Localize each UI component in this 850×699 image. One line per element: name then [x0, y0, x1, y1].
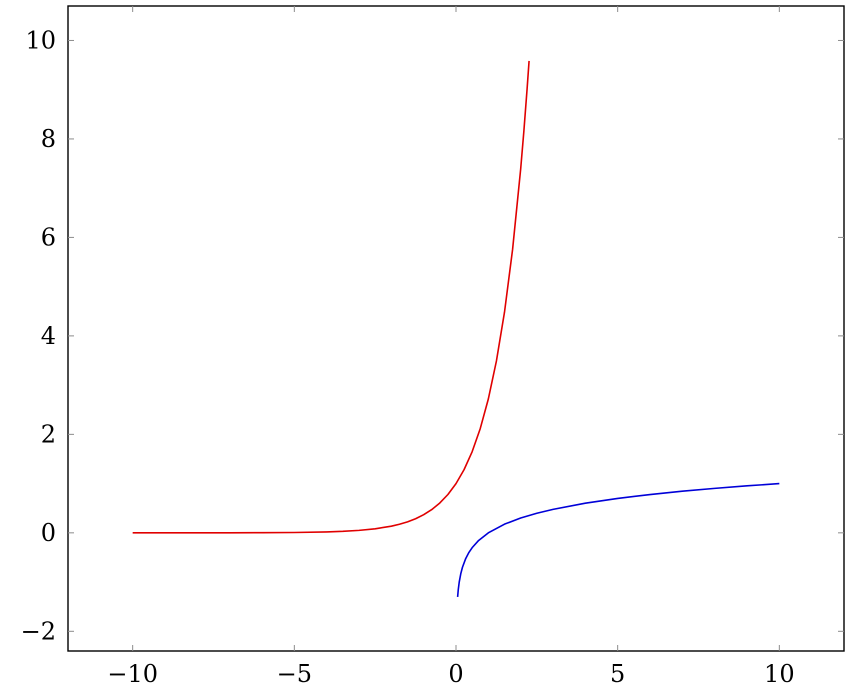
- axis-ticks: [68, 6, 844, 651]
- x-tick-label: 10: [764, 660, 795, 688]
- data-series: [132, 60, 780, 597]
- y-tick-label: 10: [25, 26, 56, 54]
- x-tick-label: −10: [107, 660, 158, 688]
- x-tick-label: 0: [448, 660, 463, 688]
- y-tick-label: 8: [41, 125, 56, 153]
- x-axis-tick-labels: −10 −5 0 5 10: [107, 660, 794, 688]
- y-tick-label: 4: [41, 322, 56, 350]
- plot-frame: [67, 5, 845, 652]
- y-tick-label: 2: [41, 420, 56, 448]
- x-tick-label: −5: [277, 660, 312, 688]
- y-axis-tick-labels: −2 0 2 4 6 8 10: [21, 26, 56, 645]
- x-tick-label: 5: [610, 660, 625, 688]
- series-line-2: [456, 482, 780, 597]
- y-tick-label: 6: [41, 223, 56, 251]
- y-tick-label: −2: [21, 617, 56, 645]
- series-line-1: [132, 60, 530, 534]
- y-tick-label: 0: [41, 519, 56, 547]
